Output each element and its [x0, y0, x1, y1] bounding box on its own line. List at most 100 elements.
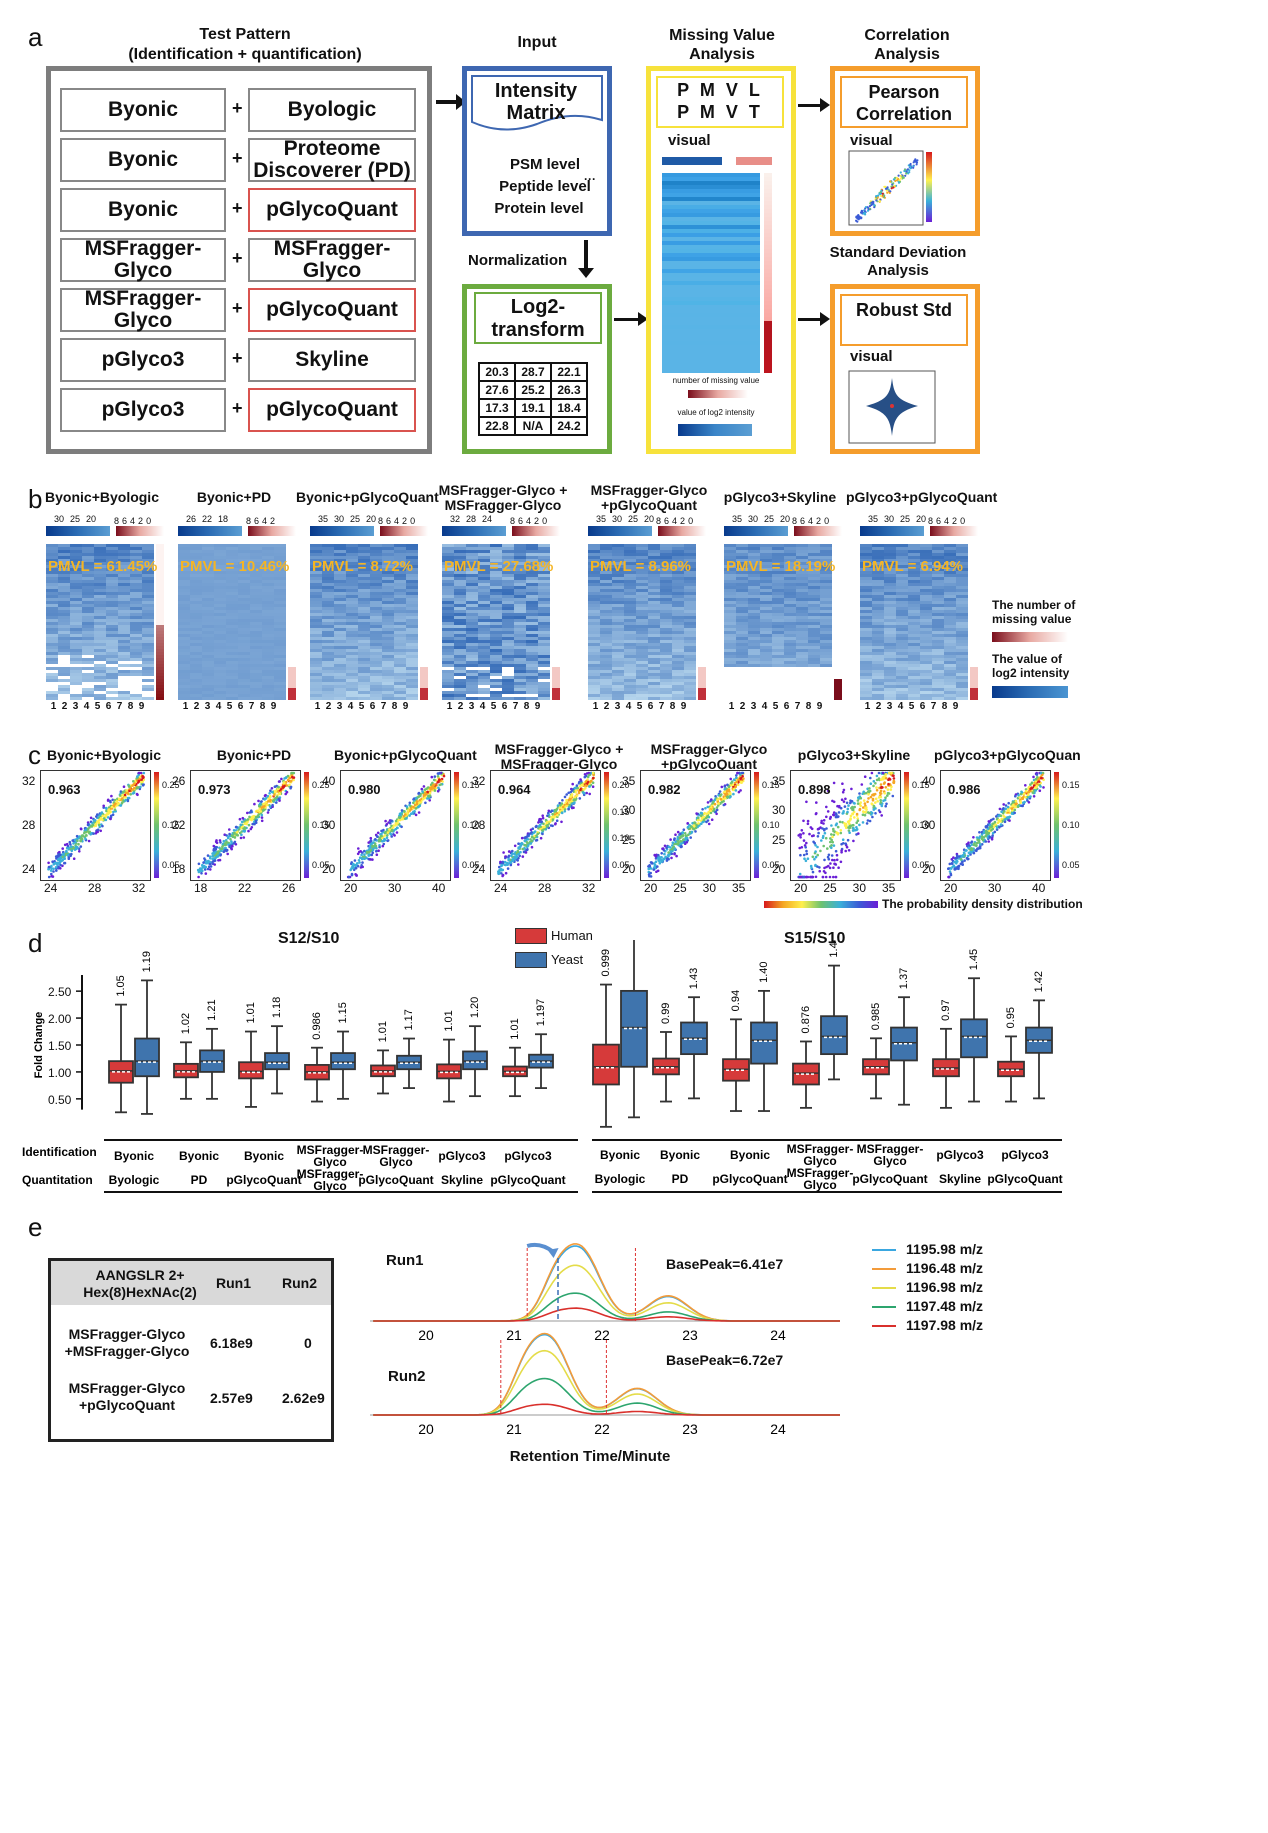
- matrix-cell: 17.3: [478, 398, 516, 418]
- missing-tick: 4: [944, 516, 950, 526]
- sample-label: 2: [875, 701, 882, 712]
- sample-label: 5: [772, 701, 779, 712]
- median-label: 1.197: [535, 999, 547, 1027]
- missing-tick: 6: [518, 516, 524, 526]
- missing-tick: 2: [680, 516, 686, 526]
- legend-mz: 1196.98 m/z: [906, 1279, 984, 1295]
- sample-label: 7: [794, 701, 801, 712]
- y-tick: 20: [622, 862, 636, 876]
- intensity-scale-labels: 35 30 25 20: [596, 514, 660, 524]
- pearson-r: 0.986: [948, 782, 981, 797]
- category-label: pGlycoQuant: [987, 1172, 1062, 1186]
- x-tick: 32: [582, 881, 596, 895]
- missing-value-box: [646, 66, 796, 454]
- category-label: Byonic: [600, 1148, 640, 1162]
- intensity-scale-labels: 26 22 18: [186, 514, 234, 524]
- sample-label: 3: [72, 701, 79, 712]
- missing-colorbar: [116, 526, 164, 536]
- robust-std-label: Robust Std: [840, 294, 968, 346]
- scatter-title: pGlyco3+pGlycoQuan: [934, 747, 1081, 763]
- y-tick: 25: [772, 832, 786, 847]
- missing-colorbar: [248, 526, 296, 536]
- left-chart-title: S12/S10: [278, 930, 340, 947]
- category-label: pGlyco3: [438, 1149, 486, 1163]
- colorbar-tick: 0.10: [912, 820, 930, 830]
- heatmap-title: Byonic+PD: [196, 489, 272, 505]
- intensity-scale-labels: 32 28 24: [450, 514, 498, 524]
- y-tick: 25: [622, 832, 636, 847]
- box-body: [264, 1052, 290, 1071]
- x-tick: 18: [194, 881, 208, 895]
- identification-tool: pGlyco3: [60, 388, 226, 432]
- median-label: 1.01: [443, 1010, 455, 1031]
- sample-label: 1: [864, 701, 871, 712]
- median-label: 0.986: [311, 1012, 323, 1040]
- intensity-tick: 30: [612, 514, 623, 524]
- legend-mz: 1195.98 m/z: [906, 1241, 984, 1257]
- median-label: 1.21: [206, 999, 218, 1020]
- category-label: Byonic: [730, 1148, 770, 1162]
- missing-tick: 0: [688, 516, 694, 526]
- xic-trace-run2: [373, 1403, 840, 1416]
- category-label: Glyco: [873, 1154, 906, 1168]
- category-label: Byonic: [244, 1149, 284, 1163]
- colorbar-tick: 0.05: [1062, 860, 1080, 870]
- scatter-title: Byonic+PD: [216, 747, 292, 763]
- correlation-scatter: [940, 770, 1059, 881]
- sample-label: 2: [193, 701, 200, 712]
- median-label: 1.42: [1033, 971, 1045, 992]
- colorbar-tick: 0.05: [312, 860, 330, 870]
- median-label: 1.37: [898, 968, 910, 989]
- intensity-tick: 24: [482, 514, 493, 524]
- sample-label: 8: [391, 701, 398, 712]
- log2-label: Log2-transform: [474, 292, 602, 344]
- category-label: pGlyco3: [936, 1148, 984, 1162]
- quantification-tool: Skyline: [248, 338, 416, 382]
- y-tick: 20: [922, 862, 936, 876]
- category-label: Byonic: [179, 1149, 219, 1163]
- row-quant-label: Quantitation: [22, 1173, 93, 1187]
- intensity-tick: 25: [70, 514, 81, 524]
- panel-label-a: a: [28, 22, 43, 52]
- x-tick: 20: [794, 881, 808, 895]
- category-label: PD: [672, 1172, 689, 1186]
- visual-label-corr: visual: [850, 132, 893, 149]
- sample-label: 6: [647, 701, 654, 712]
- y-tick: 20: [322, 862, 336, 876]
- y-tick: 30: [772, 803, 786, 818]
- missing-tick: 8: [378, 516, 384, 526]
- x-tick: 23: [682, 1421, 698, 1437]
- median-label: 1.15: [337, 1002, 349, 1023]
- intensity-tick: 20: [366, 514, 377, 524]
- test-pattern-box: [46, 66, 432, 454]
- plus-sign: +: [232, 398, 243, 418]
- xic-chart: 20 21 22 23 24 20 21 22 23 24: [370, 1242, 840, 1437]
- plus-sign: +: [232, 348, 243, 368]
- density-scale: [764, 901, 878, 908]
- sample-label: 4: [347, 701, 354, 712]
- level-protein: Protein level: [494, 200, 584, 217]
- category-label: Byologic: [595, 1172, 646, 1186]
- sample-label: 6: [919, 701, 926, 712]
- sample-label: 9: [816, 701, 823, 712]
- x-tick: 30: [852, 881, 867, 895]
- colorbar-tick: 0.15: [912, 780, 930, 790]
- missing-tick: 2: [138, 516, 144, 526]
- y-tick: 24: [22, 862, 36, 876]
- quantification-tool: MSFragger-Glyco: [248, 238, 416, 282]
- missing-tick: 4: [262, 516, 268, 526]
- x-tick: 21: [506, 1327, 522, 1343]
- run2-label: Run2: [388, 1368, 426, 1385]
- correlation-title: Correlation Analysis: [864, 27, 950, 63]
- intensity-tick: 35: [732, 514, 743, 524]
- intensity-tick: 20: [780, 514, 791, 524]
- scatter-title: MSFragger-Glyco + MSFragger-Glyco: [494, 741, 624, 772]
- sample-label: 5: [358, 701, 365, 712]
- scatter-title: Byonic+Byologic: [47, 747, 161, 763]
- sample-label: 5: [636, 701, 643, 712]
- y-tick: 1.00: [48, 1066, 72, 1080]
- sample-label: 3: [886, 701, 893, 712]
- missing-tick: 6: [664, 516, 670, 526]
